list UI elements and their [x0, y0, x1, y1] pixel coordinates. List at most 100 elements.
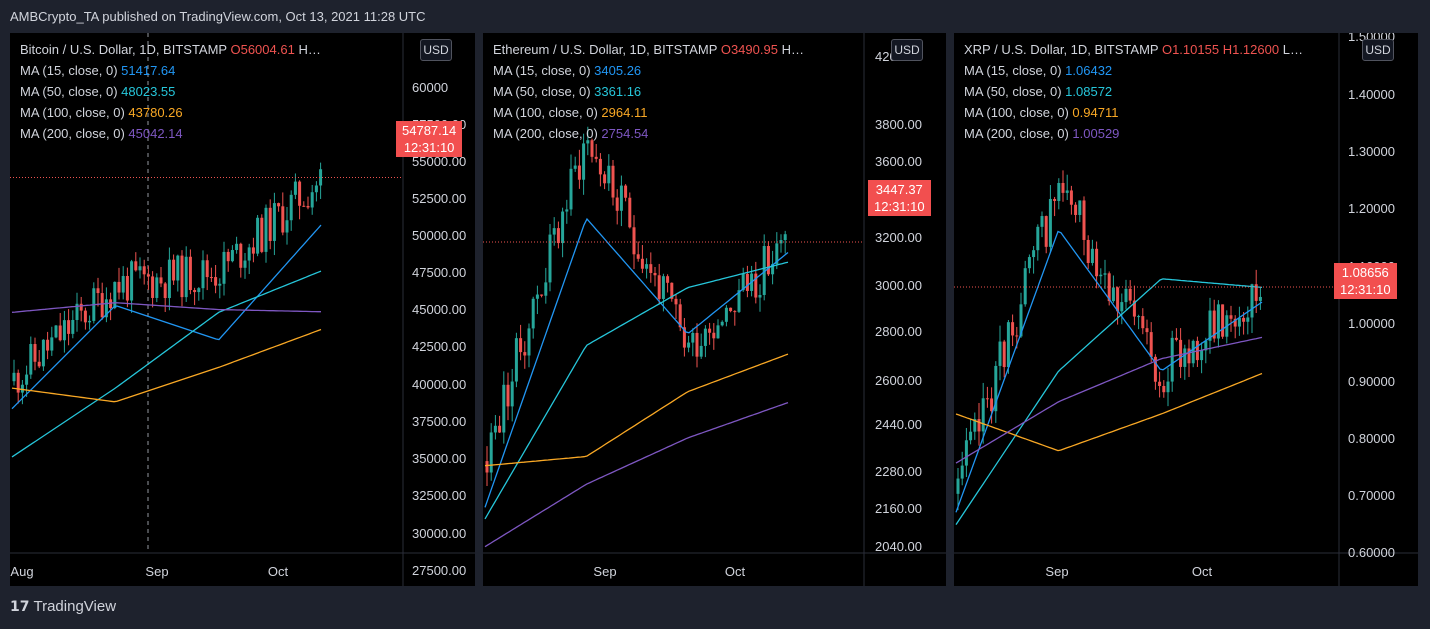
candle-body — [25, 374, 29, 385]
candle-body — [716, 325, 720, 339]
y-tick-label: 2040.00 — [875, 539, 922, 554]
candle-body — [277, 203, 281, 207]
ethereum-ma200-label[interactable]: MA (200, close, 0) — [493, 126, 598, 141]
candle-body — [1132, 300, 1136, 317]
ethereum-ma50-label[interactable]: MA (50, close, 0) — [493, 84, 591, 99]
candle-body — [657, 275, 661, 299]
xrp-ma100-label[interactable]: MA (100, close, 0) — [964, 105, 1069, 120]
bitcoin-ma100-label[interactable]: MA (100, close, 0) — [20, 105, 125, 120]
candle-body — [125, 276, 129, 301]
candle-body — [71, 319, 75, 334]
candle-body — [1086, 239, 1090, 263]
candle-body — [268, 207, 272, 241]
candle-body — [745, 273, 749, 291]
x-tick-label: Oct — [268, 564, 289, 579]
candle-body — [540, 294, 544, 296]
ma100-line — [11, 328, 322, 403]
bitcoin-currency-button[interactable]: USD — [420, 39, 452, 61]
ethereum-legend: Ethereum / U.S. Dollar, 1D, BITSTAMP O34… — [493, 39, 804, 144]
ethereum-ma100-label[interactable]: MA (100, close, 0) — [493, 105, 598, 120]
bitcoin-ma15-label[interactable]: MA (15, close, 0) — [20, 63, 118, 78]
xrp-ma15-label[interactable]: MA (15, close, 0) — [964, 63, 1062, 78]
xrp-symbol[interactable]: XRP / U.S. Dollar, 1D, BITSTAMP — [964, 42, 1159, 57]
ma200-line — [484, 401, 789, 548]
ethereum-ma15-label[interactable]: MA (15, close, 0) — [493, 63, 591, 78]
candle-body — [775, 243, 779, 265]
candle-body — [565, 209, 569, 212]
xrp-ma50-label[interactable]: MA (50, close, 0) — [964, 84, 1062, 99]
candle-body — [998, 341, 1002, 366]
candle-body — [1015, 335, 1019, 337]
publisher-line: AMBCrypto_TA published on TradingView.co… — [10, 9, 426, 24]
candle-body — [1044, 216, 1048, 247]
bitcoin-chart-panel[interactable]: Bitcoin / U.S. Dollar, 1D, BITSTAMP O560… — [10, 33, 475, 586]
candle-body — [1082, 200, 1086, 240]
xrp-ma200-value: 1.00529 — [1072, 126, 1120, 141]
y-tick-label: 47500.00 — [412, 265, 466, 280]
candle-body — [960, 465, 964, 479]
xrp-currency-button[interactable]: USD — [1362, 39, 1394, 61]
candle-body — [235, 243, 239, 251]
xrp-ma200-label[interactable]: MA (200, close, 0) — [964, 126, 1069, 141]
candle-body — [306, 205, 310, 208]
tradingview-footer[interactable]: 17 TradingView — [10, 598, 116, 615]
bitcoin-ma200-label[interactable]: MA (200, close, 0) — [20, 126, 125, 141]
candle-body — [682, 327, 686, 348]
candle-body — [113, 281, 117, 309]
candle-body — [611, 165, 615, 198]
candle-body — [319, 169, 323, 186]
bitcoin-ma100-value: 43780.26 — [128, 105, 183, 120]
xrp-high-value: H1.12600 — [1222, 42, 1280, 57]
candle-body — [1128, 288, 1132, 301]
candle-body — [1074, 204, 1078, 215]
candle-body — [41, 339, 45, 367]
candle-body — [762, 246, 766, 295]
bitcoin-symbol[interactable]: Bitcoin / U.S. Dollar, 1D, BITSTAMP — [20, 42, 227, 57]
y-tick-label: 1.00000 — [1348, 316, 1395, 331]
candle-body — [214, 277, 218, 286]
candle-body — [222, 251, 226, 284]
candle-body — [298, 181, 302, 206]
ethereum-chart-panel[interactable]: Ethereum / U.S. Dollar, 1D, BITSTAMP O34… — [483, 33, 946, 586]
y-tick-label: 30000.00 — [412, 526, 466, 541]
candle-body — [281, 206, 285, 233]
candle-body — [766, 246, 770, 275]
candle-body — [1099, 274, 1103, 277]
candle-body — [1027, 257, 1031, 269]
candle-body — [1187, 348, 1191, 364]
candle-body — [754, 273, 758, 298]
ethereum-symbol[interactable]: Ethereum / U.S. Dollar, 1D, BITSTAMP — [493, 42, 718, 57]
candle-body — [176, 255, 180, 281]
candle-body — [272, 203, 276, 241]
candle-body — [990, 398, 994, 412]
candle-body — [729, 307, 733, 312]
candle-body — [973, 419, 977, 432]
candle-body — [138, 266, 142, 271]
ma50-line — [955, 278, 1263, 525]
candle-body — [247, 247, 251, 261]
ethereum-last-price: 3447.37 — [875, 182, 923, 197]
candle-body — [691, 332, 695, 343]
bitcoin-last-price: 54787.14 — [402, 123, 457, 138]
ethereum-high-value: H… — [781, 42, 804, 57]
candle-body — [264, 207, 268, 252]
y-tick-label: 3200.00 — [875, 230, 922, 245]
candle-body — [666, 276, 670, 283]
bitcoin-high-value: H… — [298, 42, 321, 57]
candle-body — [1032, 250, 1036, 258]
ethereum-currency-button[interactable]: USD — [891, 39, 923, 61]
y-tick-label: 2440.00 — [875, 417, 922, 432]
bitcoin-countdown: 12:31:10 — [403, 140, 455, 155]
candle-body — [239, 243, 243, 268]
candle-body — [708, 328, 712, 333]
candle-body — [33, 344, 37, 362]
y-tick-label: 1.20000 — [1348, 201, 1395, 216]
ma50-line — [11, 270, 322, 458]
bitcoin-ma50-label[interactable]: MA (50, close, 0) — [20, 84, 118, 99]
candle-body — [201, 260, 205, 289]
y-tick-label: 0.90000 — [1348, 374, 1395, 389]
candle-body — [653, 272, 657, 276]
candle-body — [498, 425, 502, 433]
candle-body — [1166, 381, 1170, 393]
xrp-chart-panel[interactable]: XRP / U.S. Dollar, 1D, BITSTAMP O1.10155… — [954, 33, 1418, 586]
